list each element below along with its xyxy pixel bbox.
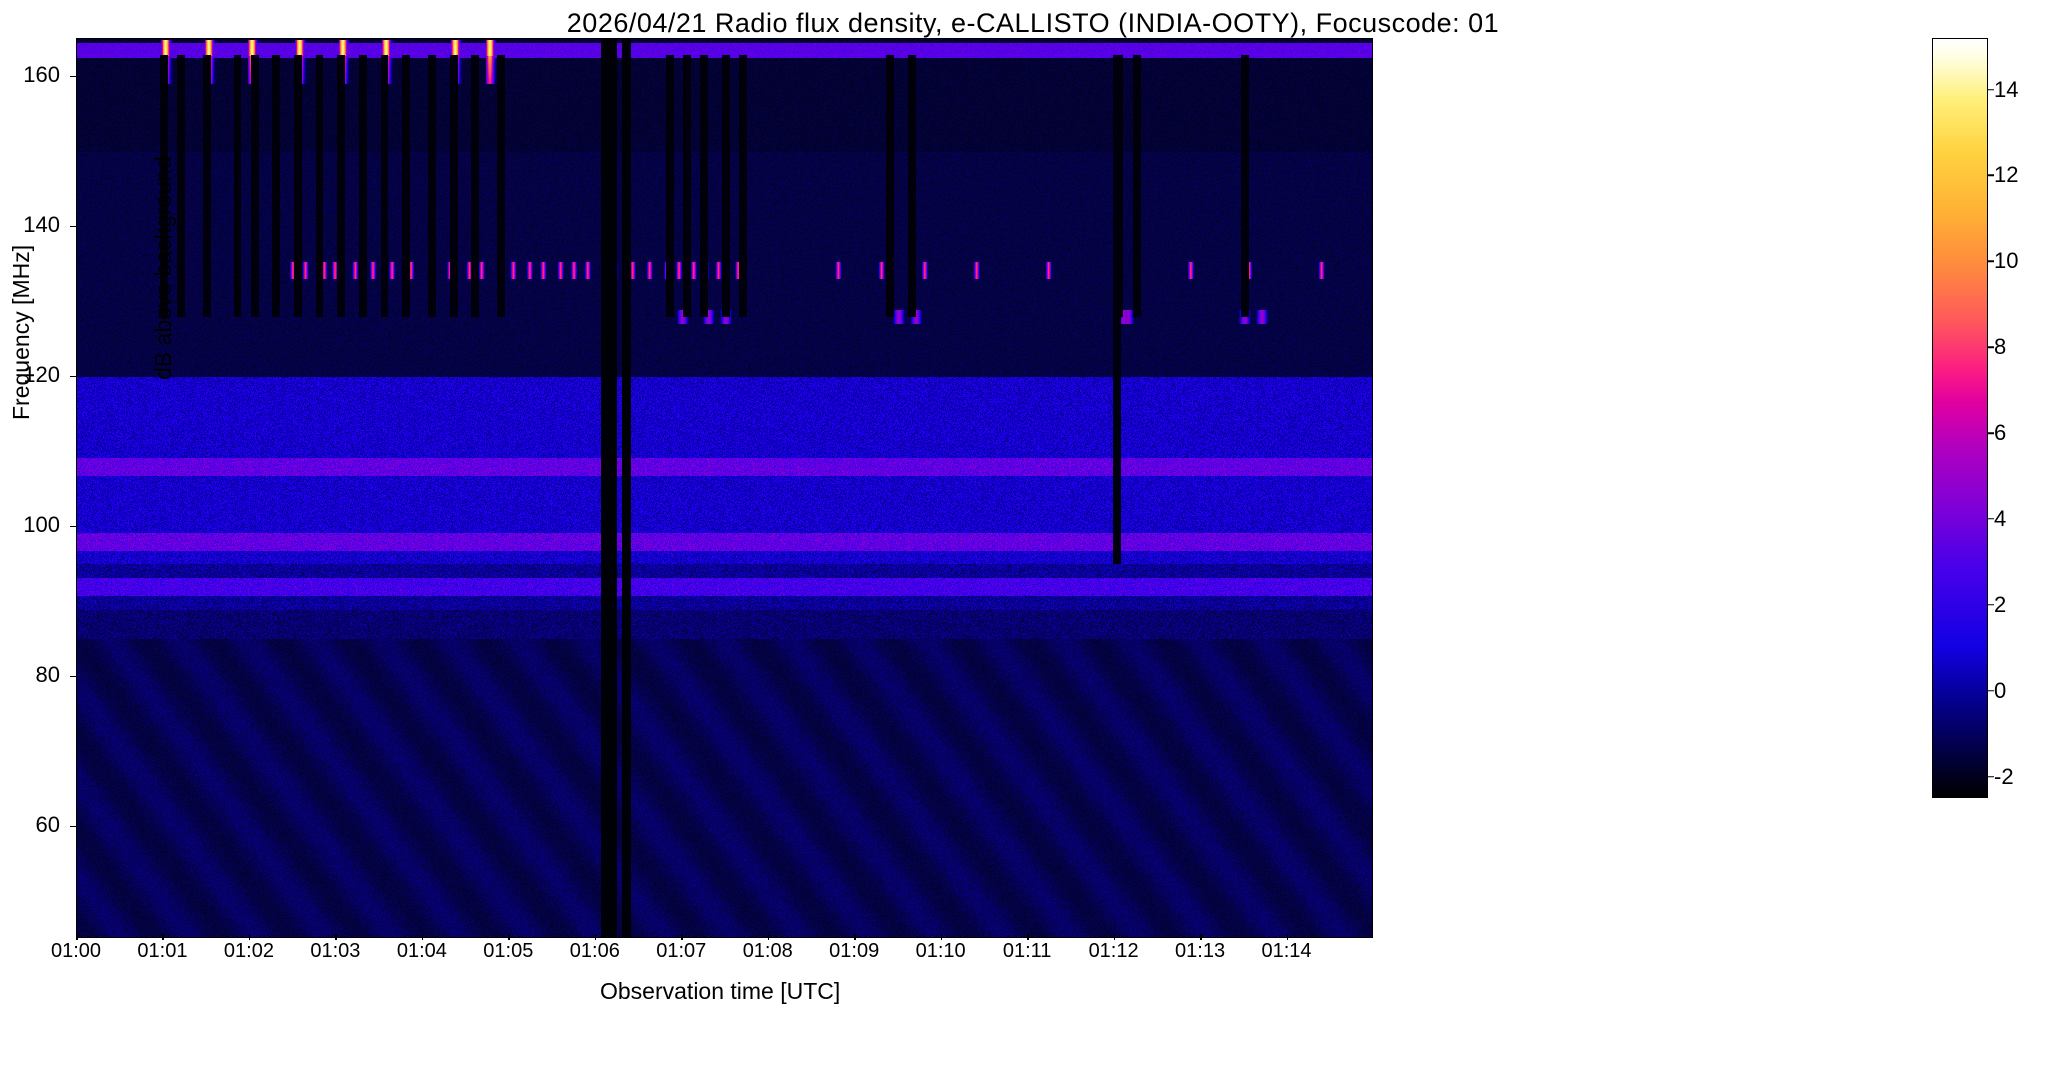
x-tick-label-0101: 01:01 [137, 940, 187, 963]
colorbar-tick-mark-8 [1988, 346, 1994, 348]
y-tick-mark-100 [70, 526, 76, 528]
y-tick-mark-80 [70, 676, 76, 678]
colorbar-tick-6: 6 [1994, 420, 2006, 446]
x-tick-label-0107: 01:07 [656, 940, 706, 963]
y-tick-label-160: 160 [0, 62, 60, 88]
spectrogram-canvas[interactable] [77, 39, 1373, 938]
x-tick-label-0102: 01:02 [224, 940, 274, 963]
x-tick-mark-0112 [1114, 934, 1116, 940]
y-tick-label-120: 120 [0, 362, 60, 388]
colorbar-tick-4: 4 [1994, 506, 2006, 532]
y-tick-label-140: 140 [0, 212, 60, 238]
x-tick-mark-0103 [335, 934, 337, 940]
colorbar-tick-mark-14 [1988, 89, 1994, 91]
x-tick-label-0109: 01:09 [829, 940, 879, 963]
y-tick-mark-120 [70, 376, 76, 378]
y-tick-mark-140 [70, 226, 76, 228]
x-tick-label-0100: 01:00 [51, 940, 101, 963]
x-tick-mark-0100 [76, 934, 78, 940]
x-tick-mark-0105 [508, 934, 510, 940]
colorbar-tick-mark-10 [1988, 261, 1994, 263]
colorbar-tick-mark-12 [1988, 175, 1994, 177]
colorbar-label: dB above background [150, 156, 177, 380]
colorbar-tick-2: 2 [1994, 592, 2006, 618]
colorbar-gradient [1932, 38, 1988, 798]
spectrogram-plot[interactable] [76, 38, 1373, 938]
colorbar-tick-mark-6 [1988, 432, 1994, 434]
x-tick-label-0106: 01:06 [570, 940, 620, 963]
x-tick-label-0111: 01:11 [1003, 940, 1052, 963]
x-tick-label-0112: 01:12 [1089, 940, 1139, 963]
colorbar-tick-12: 12 [1994, 162, 2018, 188]
colorbar-tick-mark-2 [1988, 604, 1994, 606]
colorbar[interactable]: -2 0 2 4 6 8 10 12 14 [1932, 38, 1988, 798]
y-tick-label-100: 100 [0, 512, 60, 538]
x-tick-label-0113: 01:13 [1175, 940, 1225, 963]
y-tick-label-60: 60 [0, 812, 60, 838]
x-tick-mark-0102 [249, 934, 251, 940]
colorbar-tick-0: 0 [1994, 678, 2006, 704]
x-tick-mark-0104 [422, 934, 424, 940]
y-tick-mark-60 [70, 826, 76, 828]
colorbar-tick-mark-4 [1988, 518, 1994, 520]
x-tick-mark-0114 [1287, 934, 1289, 940]
x-tick-mark-0101 [162, 934, 164, 940]
x-tick-label-0104: 01:04 [397, 940, 447, 963]
x-tick-mark-0111 [1027, 934, 1029, 940]
colorbar-tick-8: 8 [1994, 334, 2006, 360]
x-tick-label-0103: 01:03 [310, 940, 360, 963]
y-tick-mark-160 [70, 76, 76, 78]
x-tick-mark-0109 [854, 934, 856, 940]
x-tick-label-0114: 01:14 [1262, 940, 1312, 963]
x-axis-label: Observation time [UTC] [600, 978, 840, 1005]
page-title: 2026/04/21 Radio flux density, e-CALLIST… [0, 8, 2066, 39]
x-tick-mark-0110 [941, 934, 943, 940]
x-tick-mark-0113 [1200, 934, 1202, 940]
x-tick-label-0105: 01:05 [483, 940, 533, 963]
colorbar-tick-mark--2 [1988, 776, 1994, 778]
x-tick-label-0110: 01:10 [916, 940, 966, 963]
x-tick-mark-0107 [681, 934, 683, 940]
colorbar-tick-mark-0 [1988, 690, 1994, 692]
spectrogram-window: 2026/04/21 Radio flux density, e-CALLIST… [0, 0, 2066, 1067]
colorbar-tick-14: 14 [1994, 77, 2018, 103]
y-axis-label: Frequency [MHz] [8, 245, 35, 420]
colorbar-tick-10: 10 [1994, 248, 2018, 274]
colorbar-tick--2: -2 [1994, 764, 2014, 790]
x-tick-label-0108: 01:08 [743, 940, 793, 963]
y-tick-label-80: 80 [0, 662, 60, 688]
x-tick-mark-0108 [768, 934, 770, 940]
x-tick-mark-0106 [595, 934, 597, 940]
